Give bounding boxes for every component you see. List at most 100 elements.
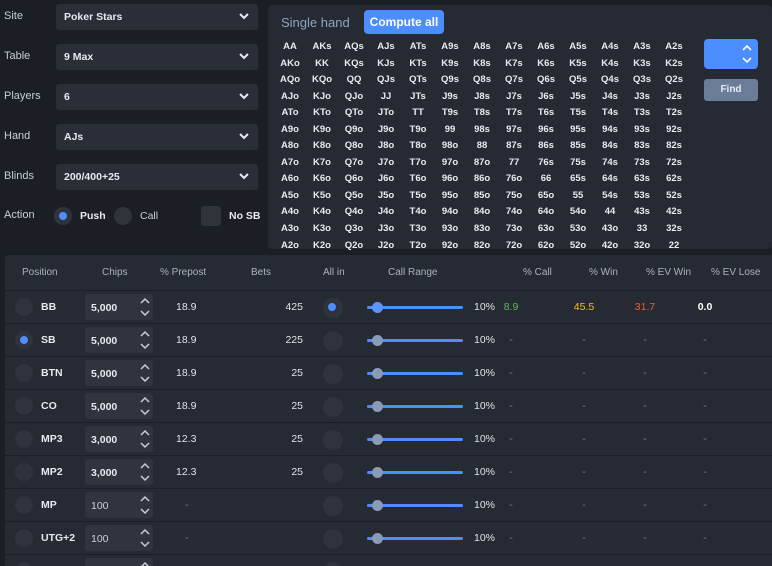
hand-cell[interactable]: 32o [633, 239, 651, 251]
hand-cell[interactable]: KJs [377, 57, 395, 69]
hand-cell[interactable]: K8o [313, 140, 331, 152]
allin-radio[interactable] [323, 397, 343, 417]
players-select[interactable]: 6 [56, 84, 258, 110]
hand-cell[interactable]: KQs [344, 57, 364, 69]
hand-cell[interactable]: J5o [377, 189, 395, 201]
hand-cell[interactable]: QTo [344, 107, 364, 119]
hand-cell[interactable]: 43s [634, 206, 650, 218]
hand-cell[interactable]: 55 [572, 189, 584, 201]
hand-cell[interactable]: J8o [377, 140, 395, 152]
hand-cell[interactable]: K6o [313, 173, 331, 185]
hand-cell[interactable]: Q5o [344, 189, 364, 201]
hand-cell[interactable]: 86o [473, 173, 491, 185]
hand-cell[interactable]: 64s [602, 173, 618, 185]
hero-radio[interactable] [15, 430, 33, 448]
hand-cell[interactable]: T2o [409, 239, 427, 251]
hand-cell[interactable]: A2o [281, 239, 299, 251]
hand-cell[interactable]: J3s [634, 90, 650, 102]
hand-cell[interactable]: 85o [473, 189, 491, 201]
hand-cell[interactable]: J9o [377, 123, 395, 135]
chips-input[interactable]: 100 [85, 492, 153, 518]
hand-cell[interactable]: 72s [666, 156, 682, 168]
slider-thumb[interactable] [371, 335, 383, 346]
allin-radio[interactable] [323, 430, 343, 450]
hand-cell[interactable]: QJo [344, 90, 364, 102]
hand-cell[interactable]: QJs [377, 74, 395, 86]
hand-cell[interactable]: J8s [474, 90, 490, 102]
hand-cell[interactable]: 42o [601, 239, 619, 251]
hand-cell[interactable]: T4o [409, 206, 427, 218]
hand-cell[interactable]: 95s [570, 123, 586, 135]
hand-cell[interactable]: J9s [442, 90, 458, 102]
hand-cell[interactable]: 72o [505, 239, 523, 251]
hand-cell[interactable]: 62o [537, 239, 555, 251]
hand-cell[interactable]: AQo [279, 74, 301, 86]
hand-cell[interactable]: 84o [473, 206, 491, 218]
hand-cell[interactable]: 33 [636, 223, 648, 235]
chips-stepper-icon[interactable] [140, 297, 150, 317]
chips-input[interactable]: 5,000 [85, 294, 153, 320]
hand-cell[interactable]: JTs [410, 90, 426, 102]
hero-radio[interactable] [15, 397, 33, 415]
hand-cell[interactable]: 95o [441, 189, 459, 201]
hand-cell[interactable]: A3s [633, 41, 651, 52]
hand-cell[interactable]: 96s [538, 123, 554, 135]
hand-cell[interactable]: 99 [444, 123, 456, 135]
hand-cell[interactable]: A2s [665, 41, 683, 52]
chips-input[interactable]: 5,000 [85, 327, 153, 353]
chips-stepper-icon[interactable] [140, 561, 150, 566]
hand-cell[interactable]: 98o [441, 140, 459, 152]
hero-radio[interactable] [15, 298, 33, 316]
hand-cell[interactable]: A6s [537, 41, 555, 52]
hand-cell[interactable]: K9o [313, 123, 331, 135]
chips-input[interactable]: 5,000 [85, 393, 153, 419]
hand-cell[interactable]: Q9o [344, 123, 364, 135]
hand-cell[interactable]: A5s [569, 41, 587, 52]
hand-cell[interactable]: K2o [313, 239, 331, 251]
hand-cell[interactable]: A8s [473, 41, 491, 52]
hand-cell[interactable]: J2o [377, 239, 395, 251]
hand-cell[interactable]: K7s [505, 57, 523, 69]
hand-cell[interactable]: Q3o [344, 223, 364, 235]
hand-cell[interactable]: T8o [409, 140, 427, 152]
allin-radio[interactable] [323, 298, 343, 318]
hand-cell[interactable]: K8s [473, 57, 491, 69]
tab-single-hand[interactable]: Single hand [281, 15, 350, 30]
call-range-slider[interactable] [367, 471, 463, 474]
hand-cell[interactable]: QTs [409, 74, 427, 86]
slider-thumb[interactable] [371, 434, 383, 445]
hand-cell[interactable]: T9o [409, 123, 427, 135]
call-radio[interactable] [114, 207, 132, 225]
hand-cell[interactable]: K3o [313, 223, 331, 235]
hand-cell[interactable]: 94s [602, 123, 618, 135]
hand-cell[interactable]: 84s [602, 140, 618, 152]
hand-cell[interactable]: 44 [604, 206, 616, 218]
chips-stepper-icon[interactable] [140, 528, 150, 548]
hand-cell[interactable]: T3o [409, 223, 427, 235]
hand-cell[interactable]: QQ [346, 74, 362, 86]
hand-cell[interactable]: K9s [441, 57, 459, 69]
allin-radio[interactable] [323, 496, 343, 516]
hand-cell[interactable]: Q7s [505, 74, 523, 86]
hero-radio[interactable] [15, 562, 33, 566]
hand-cell[interactable]: 63s [634, 173, 650, 185]
hand-cell[interactable]: 92s [666, 123, 682, 135]
chips-stepper-icon[interactable] [140, 330, 150, 350]
table-select[interactable]: 9 Max [56, 44, 258, 70]
hand-cell[interactable]: A7o [281, 156, 299, 168]
hero-radio[interactable] [15, 496, 33, 514]
hand-cell[interactable]: A3o [281, 223, 299, 235]
hand-cell[interactable]: K4o [313, 206, 331, 218]
call-range-slider[interactable] [367, 405, 463, 408]
hand-cell[interactable]: T9s [441, 107, 459, 119]
tab-compute-all[interactable]: Compute all [364, 10, 444, 34]
hand-cell[interactable]: 53o [569, 223, 587, 235]
hand-cell[interactable]: KJo [313, 90, 331, 102]
hand-cell[interactable]: KTs [409, 57, 427, 69]
spinner-button[interactable] [704, 39, 758, 69]
hand-cell[interactable]: K5o [313, 189, 331, 201]
call-range-slider[interactable] [367, 438, 463, 441]
hand-cell[interactable]: 75o [505, 189, 523, 201]
chips-stepper-icon[interactable] [140, 363, 150, 383]
chips-input[interactable]: 100 [85, 525, 153, 551]
